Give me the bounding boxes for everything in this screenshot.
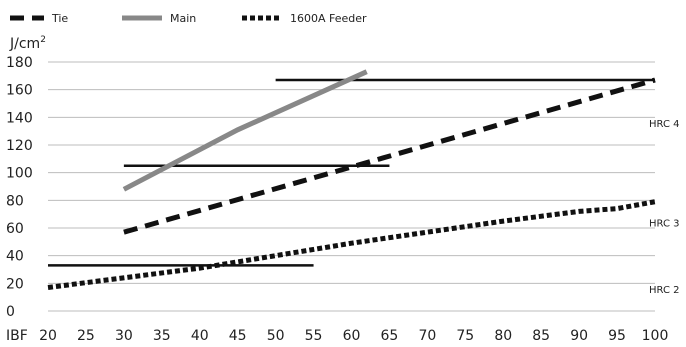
series-line-1600a-feeder — [47, 199, 656, 290]
x-axis: IBF 20 25 30 35 40 45 50 55 60 65 70 75 80 85 90 95 100 — [6, 328, 668, 344]
hrc-label: HRC 2 — [649, 285, 680, 296]
legend-label-main: Main — [170, 12, 196, 25]
x-tick-label: 60 — [343, 328, 361, 344]
y-tick-label: 140 — [6, 110, 33, 126]
y-tick-label: 120 — [6, 138, 33, 154]
y-tick-label: 0 — [6, 304, 15, 320]
x-tick-label: 25 — [77, 328, 95, 344]
y-axis: 0 20 40 60 80 100 120 140 160 180 J/cm2 — [6, 35, 46, 320]
x-tick-label: 75 — [456, 328, 474, 344]
x-tick-label: 50 — [267, 328, 285, 344]
y-axis-label: J/cm2 — [9, 35, 46, 52]
y-tick-label: 40 — [6, 249, 24, 265]
x-tick-label: 40 — [191, 328, 209, 344]
y-tick-label: 60 — [6, 221, 24, 237]
x-tick-label: 35 — [153, 328, 171, 344]
y-axis-label-superscript: 2 — [40, 35, 46, 45]
x-tick-label: 100 — [642, 328, 669, 344]
y-tick-label: 160 — [6, 83, 33, 99]
legend-label-1600a-feeder: 1600A Feeder — [290, 12, 367, 25]
x-tick-label: 30 — [115, 328, 133, 344]
series-line-tie — [123, 77, 656, 235]
x-tick-label: 70 — [418, 328, 436, 344]
x-tick-label: 45 — [229, 328, 247, 344]
grid-lines — [48, 61, 655, 312]
y-tick-label: 80 — [6, 193, 24, 209]
y-tick-label: 180 — [6, 55, 33, 71]
legend-label-tie: Tie — [51, 12, 68, 25]
y-tick-label: 20 — [6, 276, 24, 292]
x-tick-label: 90 — [570, 328, 588, 344]
hrc-label: HRC 3 — [649, 218, 680, 229]
x-axis-label: IBF — [6, 328, 28, 344]
x-tick-label: 55 — [305, 328, 323, 344]
hrc-labels: HRC 4 HRC 3 HRC 2 — [649, 119, 680, 296]
x-tick-label: 95 — [608, 328, 626, 344]
y-tick-label: 100 — [6, 166, 33, 182]
chart-legend: Tie Main 1600A Feeder — [10, 12, 367, 25]
hrc-label: HRC 4 — [649, 119, 680, 130]
series-lines — [47, 69, 656, 290]
series-line-main — [122, 69, 368, 192]
x-tick-label: 80 — [494, 328, 512, 344]
x-tick-label: 85 — [532, 328, 550, 344]
x-tick-label: 65 — [381, 328, 399, 344]
x-tick-label: 20 — [39, 328, 57, 344]
